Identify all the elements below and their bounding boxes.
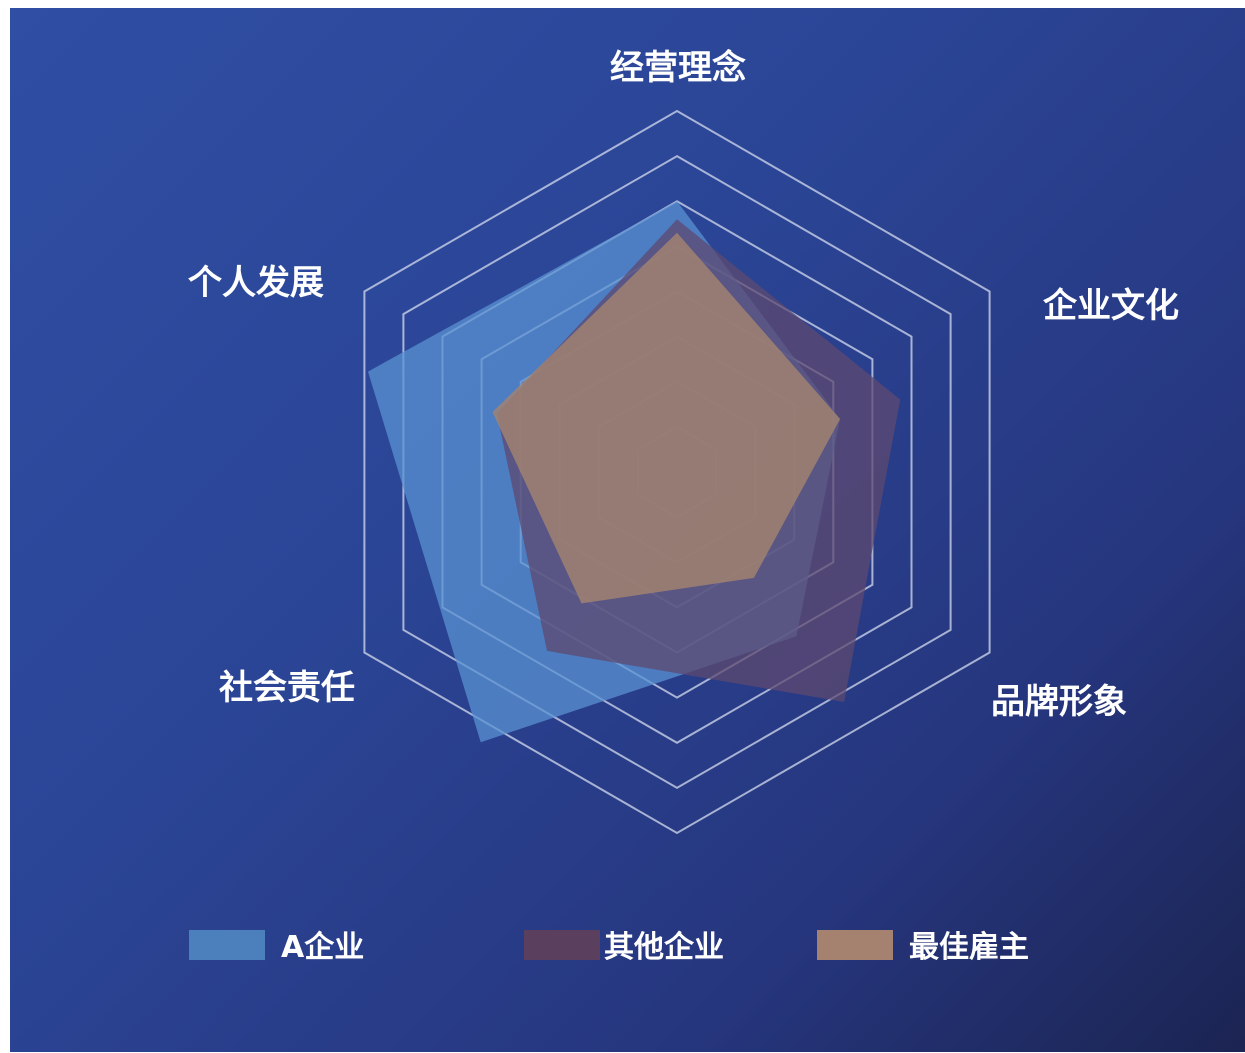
legend: A企业 其他企业 最佳雇主 — [10, 930, 1245, 970]
axis-labels: 经营理念 企业文化 品牌形象 社会责任 个人发展 — [188, 48, 1179, 722]
axis-label-social-responsibility: 社会责任 — [219, 668, 355, 708]
chart-area: 经营理念 企业文化 品牌形象 社会责任 个人发展 A企业 其他企业 最佳雇主 — [10, 8, 1245, 1052]
grid-ring-7 — [402, 154, 952, 790]
radar-series-layer — [368, 201, 901, 743]
legend-swatch-best-employer — [817, 930, 893, 960]
grid-ring-8 — [363, 109, 991, 835]
axis-label-personal-development: 个人发展 — [188, 263, 324, 303]
legend-swatch-other-companies — [524, 930, 600, 960]
series-area-3 — [492, 232, 841, 604]
legend-swatch-a-company — [189, 930, 265, 960]
legend-label-best-employer: 最佳雇主 — [909, 930, 1029, 965]
axis-label-corporate-culture: 企业文化 — [1043, 286, 1179, 326]
legend-label-a-company: A企业 — [281, 930, 365, 965]
legend-label-other-companies: 其他企业 — [604, 930, 724, 965]
axis-label-management-philosophy: 经营理念 — [610, 48, 746, 88]
axis-label-brand-image: 品牌形象 — [991, 682, 1127, 722]
radar-chart: 经营理念 企业文化 品牌形象 社会责任 个人发展 — [188, 48, 1179, 835]
